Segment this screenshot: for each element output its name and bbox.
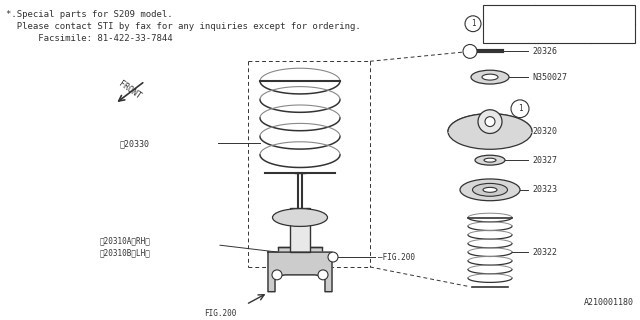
Circle shape <box>465 16 481 32</box>
Circle shape <box>328 252 338 262</box>
Ellipse shape <box>475 155 505 165</box>
Text: ※20330: ※20330 <box>120 139 150 148</box>
Text: 1: 1 <box>518 104 522 113</box>
Text: A210001180: A210001180 <box>584 298 634 307</box>
Circle shape <box>511 100 529 118</box>
Ellipse shape <box>471 70 509 84</box>
Bar <box>278 247 322 267</box>
Ellipse shape <box>484 158 496 162</box>
Text: —FIG.200: —FIG.200 <box>378 252 415 261</box>
Text: (-1407): (-1407) <box>597 10 629 19</box>
Polygon shape <box>268 252 332 292</box>
Text: 1: 1 <box>470 19 476 28</box>
Text: *.Special parts for S209 model.: *.Special parts for S209 model. <box>6 10 173 19</box>
Text: N350027: N350027 <box>532 73 567 82</box>
Text: ※20310B〈LH〉: ※20310B〈LH〉 <box>100 249 151 258</box>
Ellipse shape <box>472 183 508 196</box>
Ellipse shape <box>483 188 497 192</box>
Ellipse shape <box>482 74 498 80</box>
Text: (1407- ): (1407- ) <box>595 28 632 38</box>
Text: 20323: 20323 <box>532 185 557 194</box>
Bar <box>483 5 635 43</box>
Text: N380015: N380015 <box>493 28 525 38</box>
Text: 20327: 20327 <box>532 156 557 165</box>
Ellipse shape <box>448 114 532 149</box>
Bar <box>290 208 310 252</box>
Text: 20326: 20326 <box>532 47 557 56</box>
Text: Please contact STI by fax for any inquiries except for ordering.: Please contact STI by fax for any inquir… <box>6 22 361 31</box>
Text: N350028: N350028 <box>493 10 525 19</box>
Text: Facsimile: 81-422-33-7844: Facsimile: 81-422-33-7844 <box>6 34 173 43</box>
Text: 20320: 20320 <box>532 127 557 136</box>
Ellipse shape <box>273 209 328 227</box>
Circle shape <box>485 117 495 126</box>
Text: 20322: 20322 <box>532 248 557 257</box>
Text: FRONT: FRONT <box>117 79 143 101</box>
Text: ※20310A〈RH〉: ※20310A〈RH〉 <box>100 237 151 246</box>
Circle shape <box>463 44 477 58</box>
Circle shape <box>272 270 282 280</box>
Ellipse shape <box>460 179 520 201</box>
Circle shape <box>478 110 502 133</box>
Text: FIG.200: FIG.200 <box>204 309 236 318</box>
Circle shape <box>318 270 328 280</box>
